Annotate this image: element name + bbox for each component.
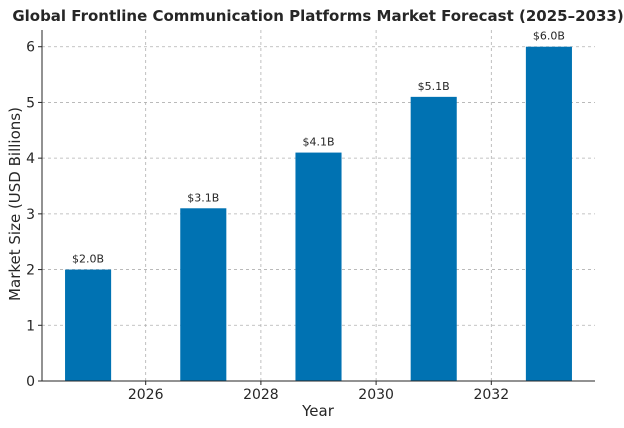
chart-title: Global Frontline Communication Platforms… — [12, 7, 623, 25]
data-label-2033: $6.0B — [533, 30, 565, 43]
x-tick-label: 2026 — [128, 387, 164, 403]
data-label-2029: $4.1B — [302, 136, 334, 149]
y-tick-label: 5 — [26, 95, 35, 111]
data-label-2031: $5.1B — [418, 80, 450, 93]
y-axis-label: Market Size (USD Billions) — [6, 107, 24, 301]
bar-2031 — [410, 96, 457, 381]
y-tick-label: 1 — [26, 318, 35, 334]
y-tick-label: 2 — [26, 263, 35, 279]
bar-2025 — [65, 269, 112, 381]
x-tick-label: 2030 — [358, 387, 394, 403]
data-labels: $2.0B $3.1B $4.1B $5.1B $6.0B — [72, 30, 565, 266]
x-tick-label: 2028 — [243, 387, 279, 403]
data-label-2025: $2.0B — [72, 253, 104, 266]
data-label-2027: $3.1B — [187, 191, 219, 204]
y-tick-label: 4 — [26, 151, 35, 167]
x-tick-label: 2032 — [473, 387, 509, 403]
y-tick-label: 3 — [26, 207, 35, 223]
axes: 0 1 2 3 4 5 6 2026 2028 2030 2032 — [26, 30, 595, 403]
y-tick-label: 0 — [26, 374, 35, 390]
x-axis-label: Year — [301, 402, 335, 420]
y-tick-label: 6 — [26, 40, 35, 56]
bar-2027 — [180, 208, 227, 381]
bar-2029 — [295, 152, 342, 381]
bars — [65, 46, 572, 381]
bar-2033 — [525, 46, 572, 381]
